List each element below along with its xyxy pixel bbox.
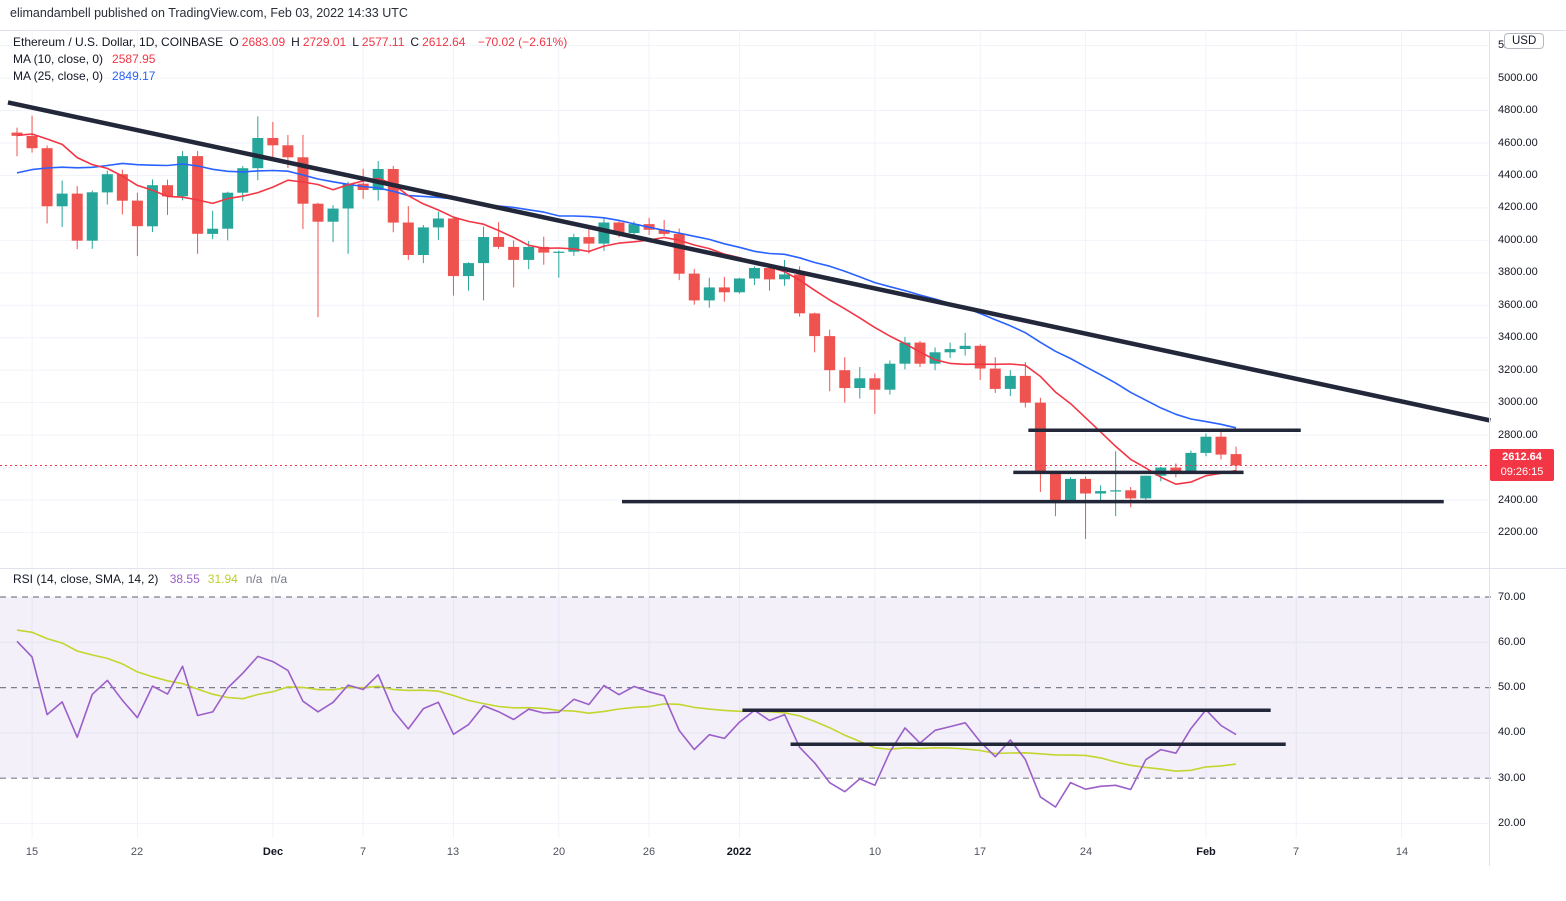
ohlc-item-o: O 2683.09 <box>229 35 286 49</box>
pane-divider[interactable] <box>0 568 1566 569</box>
rsi-legend-value: 38.55 <box>169 572 200 586</box>
rsi-indicator-title: RSI (14, close, SMA, 14, 2) <box>13 572 159 586</box>
rsi-tick: 70.00 <box>1498 591 1526 603</box>
rsi-legend-value: 31.94 <box>207 572 238 586</box>
chart-top-border <box>0 30 1566 31</box>
price-tick: 3400.00 <box>1498 331 1538 343</box>
time-axis-label: 14 <box>1395 846 1409 858</box>
price-tick: 2400.00 <box>1498 494 1538 506</box>
price-tick: 4600.00 <box>1498 137 1538 149</box>
ma-legend-label: MA (25, close, 0) <box>13 69 104 83</box>
rsi-legend-value: n/a <box>245 572 263 586</box>
time-axis-label: 24 <box>1079 846 1093 858</box>
price-tick: 4200.00 <box>1498 201 1538 213</box>
price-tick: 3800.00 <box>1498 266 1538 278</box>
time-axis-label: 7 <box>1292 846 1300 858</box>
ma10-legend-row[interactable]: MA (10, close, 0) 2587.95 <box>13 52 158 66</box>
time-axis-label: 26 <box>642 846 656 858</box>
ohlc-item-l: L 2577.11 <box>352 35 405 49</box>
price-tick: 4000.00 <box>1498 234 1538 246</box>
ohlc-item-c: C 2612.64 <box>410 35 466 49</box>
price-tick: 2200.00 <box>1498 526 1538 538</box>
price-tick: 4400.00 <box>1498 169 1538 181</box>
countdown-timer: 09:26:15 <box>1500 466 1544 478</box>
time-axis-label: Feb <box>1196 846 1216 858</box>
price-axis-border <box>1489 30 1490 866</box>
currency-badge[interactable]: USD <box>1504 33 1545 49</box>
symbol-legend-row[interactable]: Ethereum / U.S. Dollar, 1D, COINBASE O 26… <box>13 35 570 49</box>
rsi-legend-row[interactable]: RSI (14, close, SMA, 14, 2) 38.55 31.94 n/… <box>13 572 293 586</box>
support-resistance-lines[interactable] <box>622 428 1444 504</box>
attribution-text: elimandambell published on TradingView.c… <box>10 6 408 20</box>
price-tick: 3600.00 <box>1498 299 1538 311</box>
rsi-band <box>0 596 1491 779</box>
time-axis-label: 20 <box>552 846 566 858</box>
rsi-legend-value: n/a <box>270 572 288 586</box>
time-axis-label: 2022 <box>726 846 752 858</box>
bottom-bar: TradingView <box>0 866 1566 901</box>
ma-lines <box>16 133 1237 486</box>
ohlc-item-h: H 2729.01 <box>291 35 347 49</box>
ma-legend-value: 2587.95 <box>112 52 156 66</box>
trendline[interactable] <box>7 100 1491 423</box>
time-axis-label: 22 <box>130 846 144 858</box>
rsi-tick: 50.00 <box>1498 681 1526 693</box>
change-value: −70.02 (−2.61%) <box>477 35 568 49</box>
ma-legend-label: MA (10, close, 0) <box>13 52 104 66</box>
price-tick: 3000.00 <box>1498 396 1538 408</box>
ohlc-values: O 2683.09 H 2729.01 L 2577.11 C 2612.64 <box>229 35 471 49</box>
last-price-badge: 2612.64 09:26:15 <box>1490 449 1554 481</box>
time-axis-label: 17 <box>973 846 987 858</box>
symbol-title: Ethereum / U.S. Dollar, 1D, COINBASE <box>13 35 224 49</box>
time-axis-label: 7 <box>359 846 367 858</box>
time-axis-label: 10 <box>868 846 882 858</box>
rsi-tick: 60.00 <box>1498 636 1526 648</box>
time-axis-label: 13 <box>446 846 460 858</box>
ma25-legend-row[interactable]: MA (25, close, 0) 2849.17 <box>13 69 158 83</box>
rsi-trend-lines[interactable] <box>742 708 1286 746</box>
time-axis-label: Dec <box>262 846 284 858</box>
price-tick: 5000.00 <box>1498 72 1538 84</box>
rsi-tick: 30.00 <box>1498 772 1526 784</box>
rsi-values: 38.55 31.94 n/a n/a <box>165 572 290 586</box>
time-axis-label: 15 <box>25 846 39 858</box>
rsi-tick: 20.00 <box>1498 817 1526 829</box>
last-price-value: 2612.64 <box>1502 451 1542 463</box>
rsi-plots <box>16 629 1237 808</box>
price-tick: 2800.00 <box>1498 429 1538 441</box>
ma-legend-value: 2849.17 <box>112 69 156 83</box>
price-tick: 3200.00 <box>1498 364 1538 376</box>
rsi-tick: 40.00 <box>1498 726 1526 738</box>
price-tick: 4800.00 <box>1498 104 1538 116</box>
